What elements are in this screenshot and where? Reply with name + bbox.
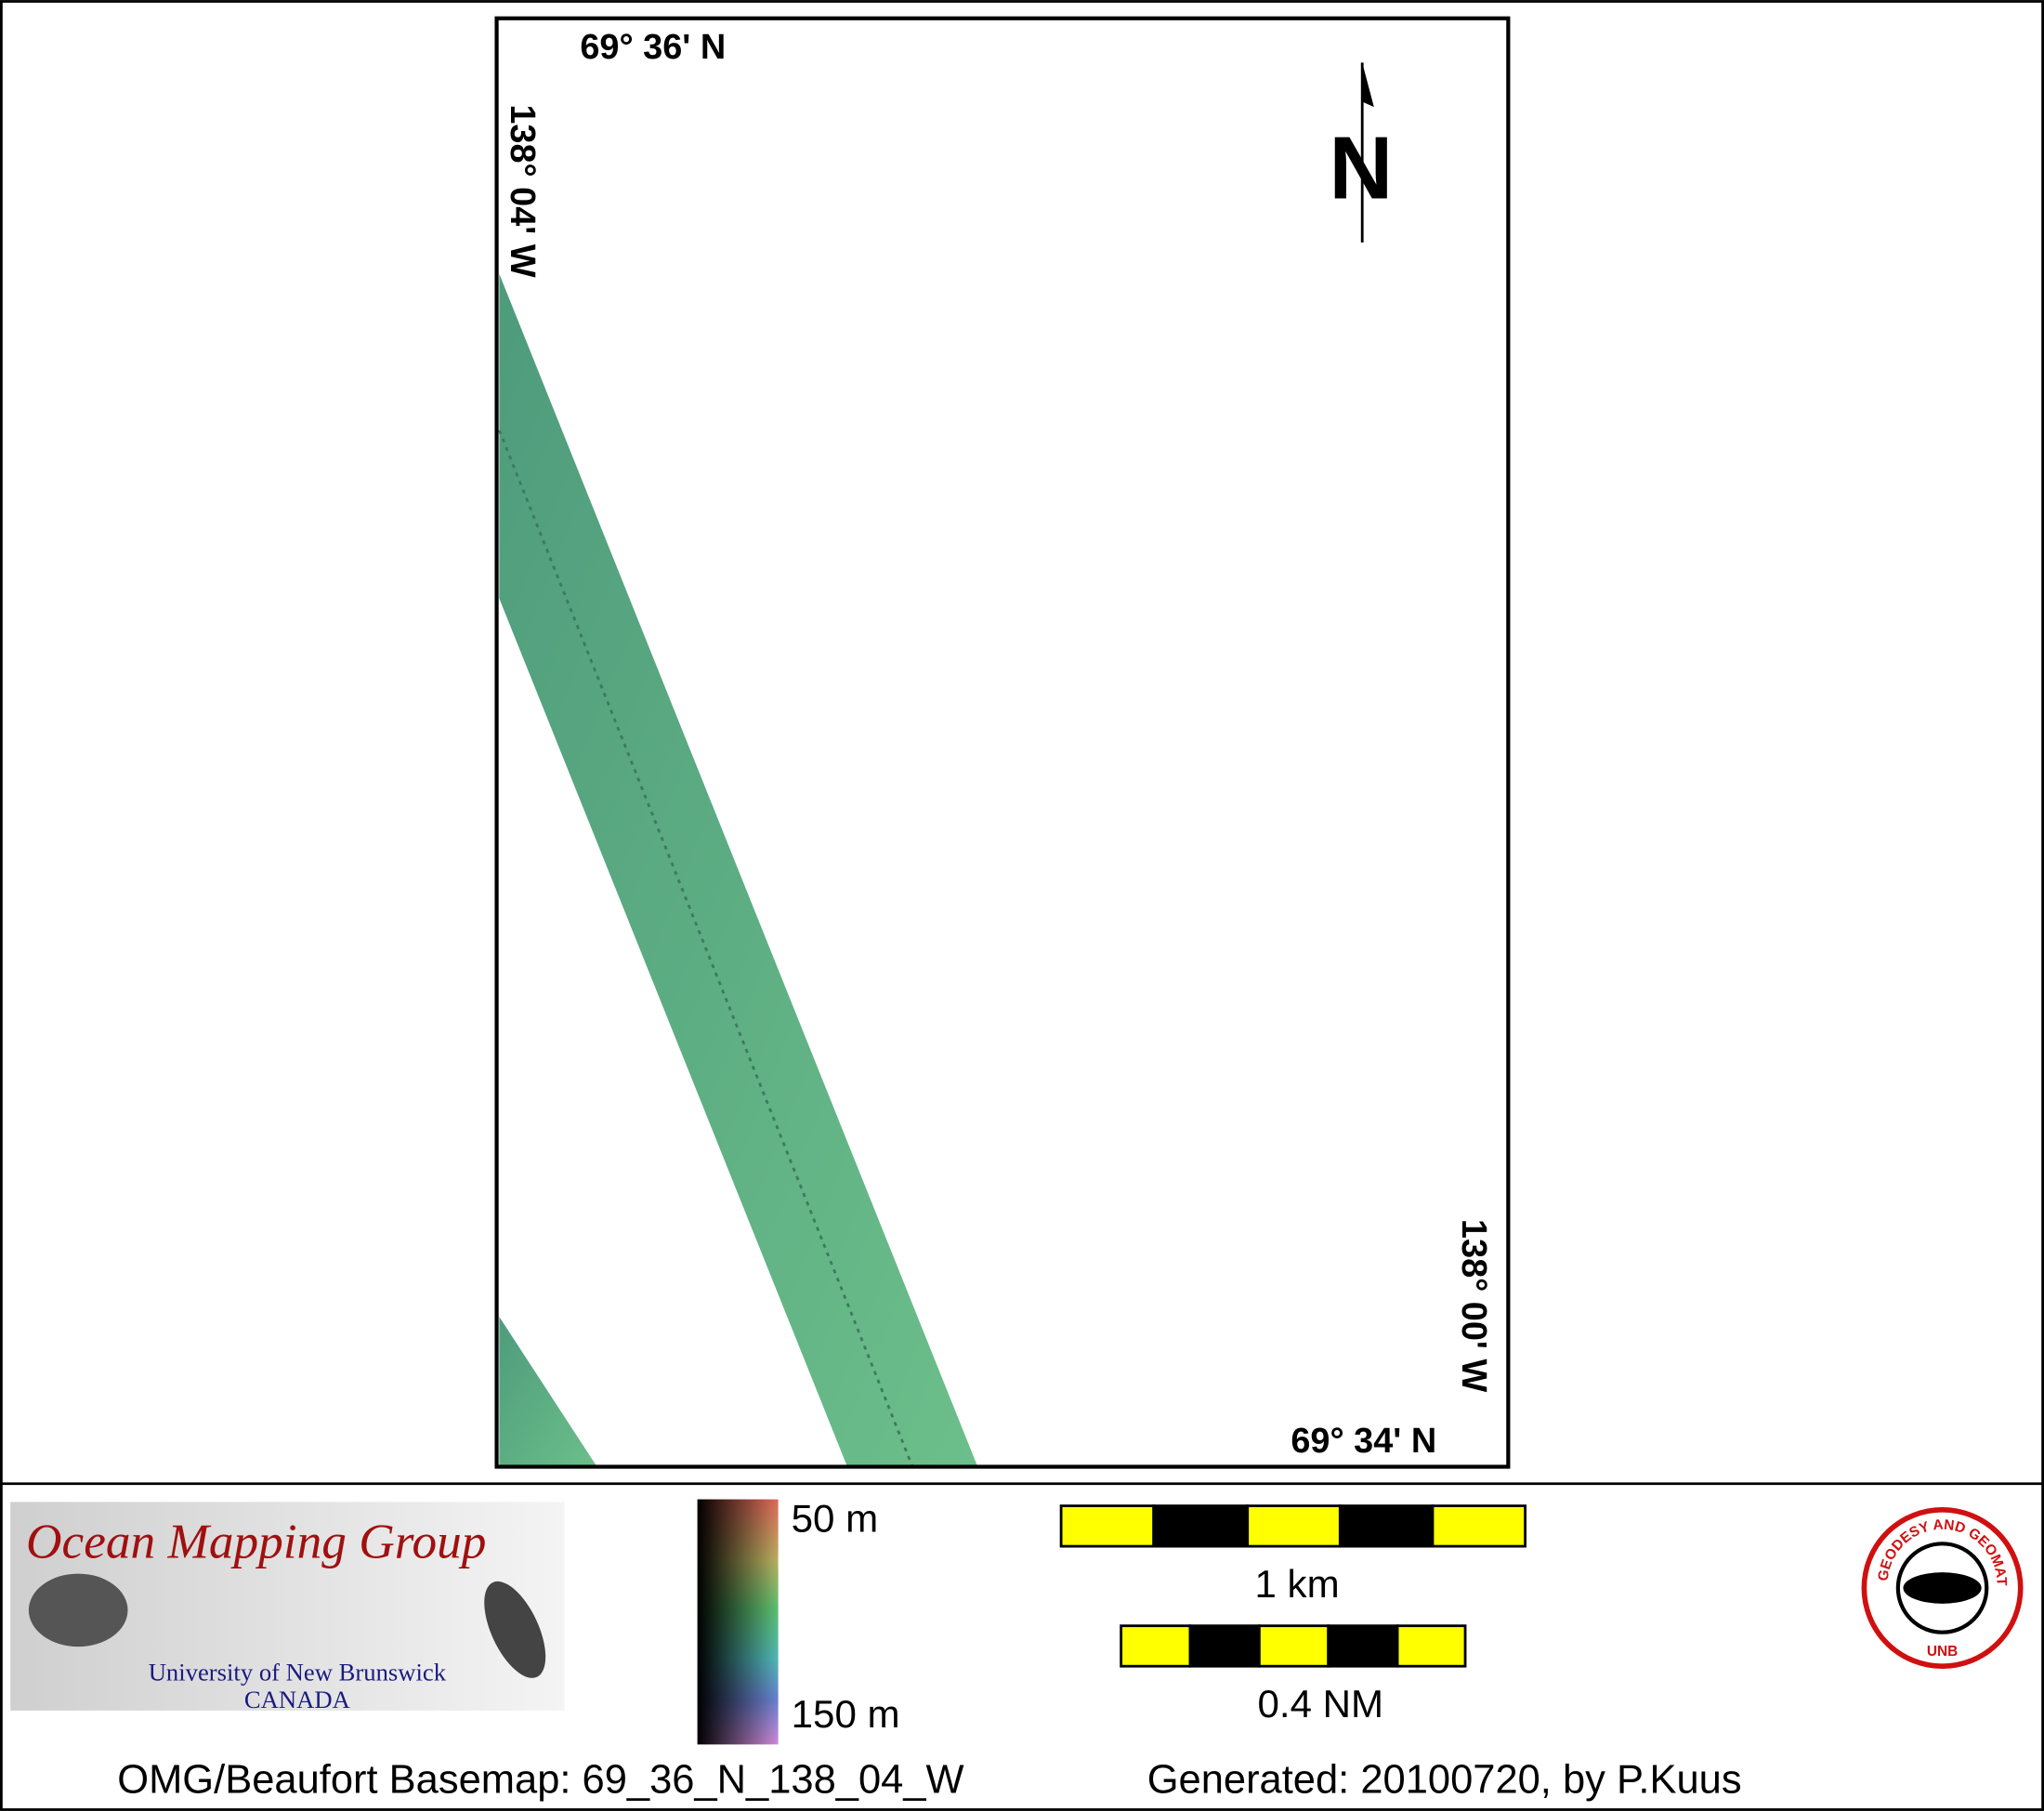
bathymetry-swath (499, 1317, 597, 1467)
lat-label: 69° 34' N (1291, 1422, 1436, 1461)
scale-label: 1 km (1254, 1562, 1339, 1606)
north-arrow-head (1362, 62, 1374, 108)
bathymetry-swath (499, 273, 978, 1467)
seal-unb: UNB (1927, 1644, 1958, 1660)
depth-colorbar-shade (697, 1499, 779, 1745)
swath-nadir (498, 429, 914, 1468)
logo-university: University of New Brunswick (149, 1659, 447, 1686)
logo-country: CANADA (244, 1686, 351, 1713)
km-scale-bar (1059, 1504, 1526, 1548)
lon-label: 138° 00' W (1454, 1219, 1493, 1393)
footer-basemap: OMG/Beaufort Basemap: 69_36_N_138_04_W (117, 1757, 963, 1802)
logo-image (28, 1573, 128, 1647)
footer-generated: Generated: 20100720, by P.Kuus (1147, 1757, 1742, 1802)
seal-text: GEODESY AND GEOMATICS ENGINEERING (0, 0, 2010, 1587)
nm-scale-bar (1120, 1624, 1467, 1668)
seal-text-path: GEODESY AND GEOMATICS ENGINEERING (0, 0, 2010, 1587)
logo-title: Ocean Mapping Group (26, 1514, 486, 1569)
depth-label: 50 m (792, 1497, 879, 1541)
north-label: N (1329, 119, 1393, 217)
map-frame (494, 16, 1511, 1469)
lon-label: 138° 04' W (503, 104, 542, 278)
scale-label: 0.4 NM (1257, 1682, 1383, 1726)
depth-label: 150 m (792, 1692, 900, 1736)
lat-label: 69° 36' N (580, 28, 726, 67)
seal-map (1903, 1572, 1982, 1604)
logo-image (484, 1581, 546, 1678)
